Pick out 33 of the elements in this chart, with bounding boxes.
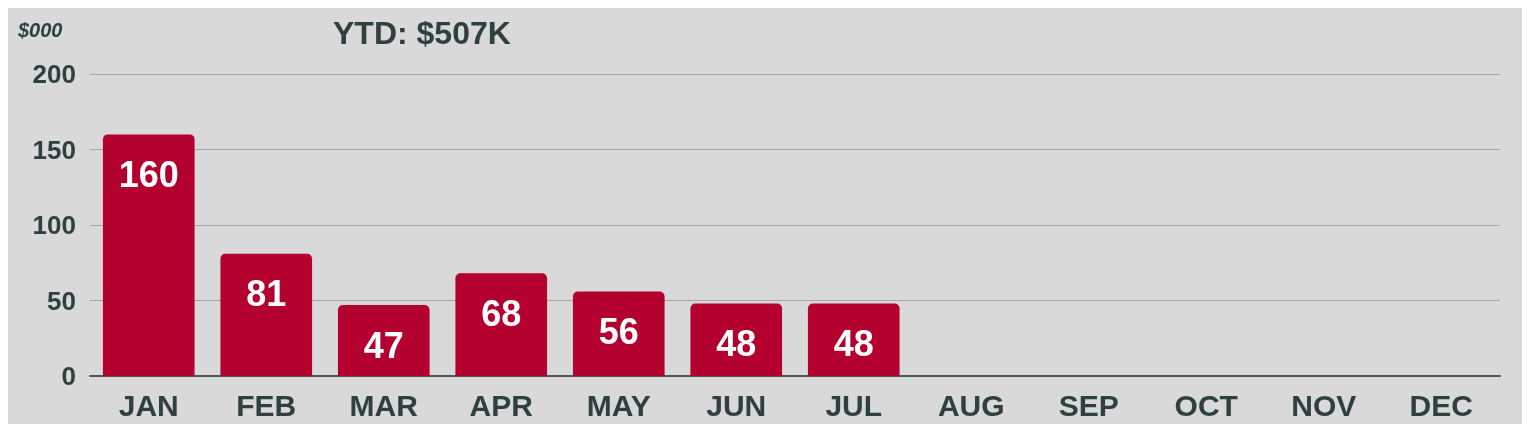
data-label: 81 xyxy=(246,273,287,315)
y-tick-label: 50 xyxy=(47,285,76,316)
x-tick-label: SEP xyxy=(1058,388,1119,422)
y-tick-label: 0 xyxy=(61,361,76,391)
x-tick-label: MAY xyxy=(586,388,651,422)
y-tick-label: 200 xyxy=(32,59,76,89)
x-tick-label: OCT xyxy=(1174,388,1238,422)
bar xyxy=(102,134,195,376)
x-tick-label: NOV xyxy=(1291,388,1357,422)
x-tick-label: JUN xyxy=(706,388,767,422)
x-tick-label: MAR xyxy=(349,388,419,422)
bar xyxy=(220,253,313,376)
bar xyxy=(690,303,783,376)
data-label: 56 xyxy=(598,310,639,352)
chart-title: YTD: $507K xyxy=(333,15,511,51)
data-label: 48 xyxy=(833,323,874,365)
y-tick-label: 100 xyxy=(32,210,76,240)
data-label: 68 xyxy=(481,292,522,334)
bar xyxy=(807,303,900,376)
bar xyxy=(572,291,665,376)
x-tick-label: AUG xyxy=(937,388,1005,422)
x-tick-label: APR xyxy=(469,388,534,422)
data-label: 160 xyxy=(118,153,179,195)
y-axis-title: $000 xyxy=(17,19,63,41)
x-tick-label: JUL xyxy=(825,388,883,422)
x-tick-label: FEB xyxy=(236,388,297,422)
x-tick-label: DEC xyxy=(1409,388,1473,422)
bar xyxy=(455,273,548,376)
data-label: 48 xyxy=(716,323,757,365)
x-tick-label: JAN xyxy=(118,388,179,422)
bar xyxy=(337,305,430,376)
y-tick-label: 150 xyxy=(32,134,76,165)
data-label: 47 xyxy=(363,324,404,366)
